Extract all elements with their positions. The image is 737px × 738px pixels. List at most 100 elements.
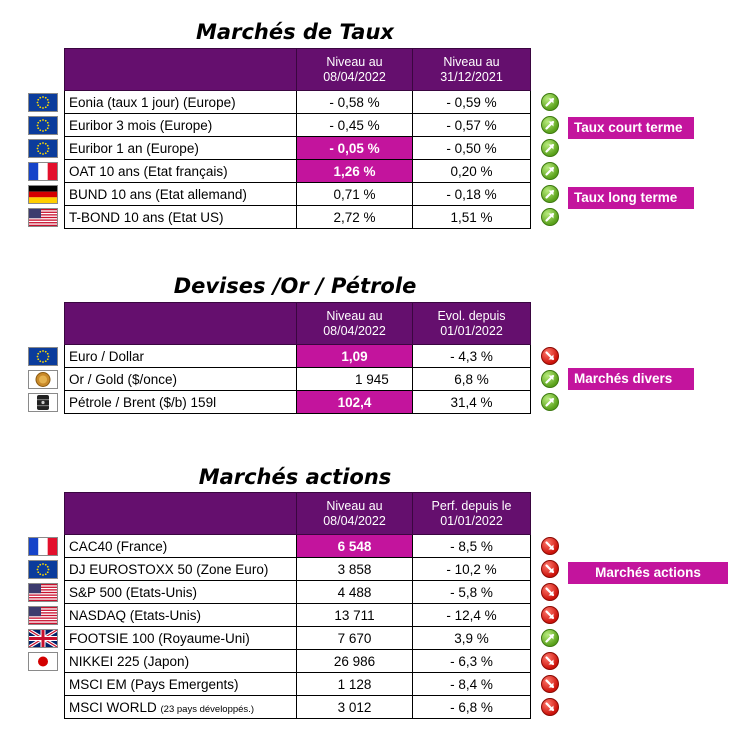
row-name-main: MSCI WORLD (69, 699, 157, 715)
row-value-2: - 4,3 % (412, 344, 531, 368)
arrow-down-icon (541, 652, 559, 670)
row-value-1: 2,72 % (296, 205, 413, 229)
row-name: DJ EUROSTOXX 50 (Zone Euro) (64, 557, 297, 581)
row-value-1: 1 945 (296, 367, 413, 391)
row-value-2: - 8,4 % (412, 672, 531, 696)
arrow-down-icon (541, 560, 559, 578)
usa-flag-icon (28, 207, 58, 227)
table-row: FOOTSIE 100 (Royaume-Uni) 7 670 3,9 % (64, 626, 531, 650)
row-value-2: - 5,8 % (412, 580, 531, 604)
eu-flag-icon (28, 346, 58, 366)
row-name: Or / Gold ($/once) (64, 367, 297, 391)
taux-title: Marchés de Taux (196, 20, 394, 44)
table-row: Euribor 3 mois (Europe) - 0,45 % - 0,57 % (64, 113, 531, 137)
devises-header-col2: Niveau au 08/04/2022 (296, 302, 413, 345)
row-value-1: 1,09 (296, 344, 413, 368)
row-name: CAC40 (France) (64, 534, 297, 558)
arrow-down-icon (541, 537, 559, 555)
devises-table: Niveau au 08/04/2022 Evol. depuis 01/01/… (64, 302, 531, 414)
tag-marches-divers: Marchés divers (568, 368, 694, 390)
row-value-1: 1,26 % (296, 159, 413, 183)
tag-taux-court-terme: Taux court terme (568, 117, 694, 139)
row-value-2: 1,51 % (412, 205, 531, 229)
usa-flag-icon (28, 582, 58, 602)
actions-header-col3: Perf. depuis le 01/01/2022 (412, 492, 531, 535)
row-value-2: - 0,59 % (412, 90, 531, 114)
table-row: OAT 10 ans (Etat français) 1,26 % 0,20 % (64, 159, 531, 183)
row-value-2: 31,4 % (412, 390, 531, 414)
table-row: MSCI WORLD (23 pays développés.) 3 012- 6… (64, 695, 531, 719)
row-value-2: - 0,50 % (412, 136, 531, 160)
eu-flag-icon (28, 138, 58, 158)
row-value-1: 1 128 (296, 672, 413, 696)
arrow-up-icon (541, 162, 559, 180)
arrow-down-icon (541, 347, 559, 365)
actions-table: Niveau au 08/04/2022 Perf. depuis le 01/… (64, 492, 531, 719)
row-value-2: 3,9 % (412, 626, 531, 650)
row-name: Eonia (taux 1 jour) (Europe) (64, 90, 297, 114)
france-flag-icon (28, 536, 58, 556)
arrow-down-icon (541, 606, 559, 624)
gold-coin-icon (28, 369, 58, 389)
row-name: NIKKEI 225 (Japon) (64, 649, 297, 673)
row-value-2: - 12,4 % (412, 603, 531, 627)
arrow-up-icon (541, 393, 559, 411)
row-name: FOOTSIE 100 (Royaume-Uni) (64, 626, 297, 650)
row-value-2: - 6,3 % (412, 649, 531, 673)
arrow-down-icon (541, 583, 559, 601)
row-value-1: 102,4 (296, 390, 413, 414)
france-flag-icon (28, 161, 58, 181)
row-name: Euro / Dollar (64, 344, 297, 368)
oil-barrel-icon (28, 392, 58, 412)
row-name-small: (23 pays développés.) (160, 703, 254, 715)
eu-flag-icon (28, 559, 58, 579)
table-row: NASDAQ (Etats-Unis) 13 711- 12,4 % (64, 603, 531, 627)
row-name: S&P 500 (Etats-Unis) (64, 580, 297, 604)
actions-header-col2: Niveau au 08/04/2022 (296, 492, 413, 535)
arrow-up-icon (541, 370, 559, 388)
eu-flag-icon (28, 115, 58, 135)
row-value-2: - 6,8 % (412, 695, 531, 719)
table-row: CAC40 (France) 6 548- 8,5 % (64, 534, 531, 558)
row-name: OAT 10 ans (Etat français) (64, 159, 297, 183)
row-value-1: - 0,45 % (296, 113, 413, 137)
row-value-1: 0,71 % (296, 182, 413, 206)
arrow-up-icon (541, 116, 559, 134)
row-value-2: 6,8 % (412, 367, 531, 391)
row-value-1: 13 711 (296, 603, 413, 627)
taux-header-blank (64, 48, 297, 91)
arrow-down-icon (541, 698, 559, 716)
row-value-2: - 10,2 % (412, 557, 531, 581)
arrow-up-icon (541, 185, 559, 203)
japan-flag-icon (28, 651, 58, 671)
row-name: MSCI EM (Pays Emergents) (64, 672, 297, 696)
actions-header-blank (64, 492, 297, 535)
row-value-1: 7 670 (296, 626, 413, 650)
devises-header-blank (64, 302, 297, 345)
table-row: Or / Gold ($/once) 1 945 6,8 % (64, 367, 531, 391)
row-name: T-BOND 10 ans (Etat US) (64, 205, 297, 229)
taux-table: Niveau au 08/04/2022 Niveau au 31/12/202… (64, 48, 531, 229)
row-value-1: 26 986 (296, 649, 413, 673)
arrow-up-icon (541, 139, 559, 157)
taux-header-col2: Niveau au 08/04/2022 (296, 48, 413, 91)
tag-marches-actions: Marchés actions (568, 562, 728, 584)
row-value-1: 4 488 (296, 580, 413, 604)
row-name: Pétrole / Brent ($/b) 159l (64, 390, 297, 414)
table-row: S&P 500 (Etats-Unis) 4 488- 5,8 % (64, 580, 531, 604)
row-value-1: - 0,58 % (296, 90, 413, 114)
row-value-1: 6 548 (296, 534, 413, 558)
arrow-down-icon (541, 675, 559, 693)
devises-header-col3: Evol. depuis 01/01/2022 (412, 302, 531, 345)
germany-flag-icon (28, 184, 58, 204)
table-row: Eonia (taux 1 jour) (Europe) - 0,58 % - 0,… (64, 90, 531, 114)
table-row: T-BOND 10 ans (Etat US) 2,72 % 1,51 % (64, 205, 531, 229)
table-row: Euro / Dollar 1,09- 4,3 % (64, 344, 531, 368)
table-row: Euribor 1 an (Europe) - 0,05 % - 0,50 % (64, 136, 531, 160)
row-name: Euribor 3 mois (Europe) (64, 113, 297, 137)
row-value-1: 3 012 (296, 695, 413, 719)
actions-title: Marchés actions (198, 465, 392, 489)
taux-header-col3: Niveau au 31/12/2021 (412, 48, 531, 91)
table-row: DJ EUROSTOXX 50 (Zone Euro) 3 858- 10,2 % (64, 557, 531, 581)
row-name: MSCI WORLD (23 pays développés.) (64, 695, 297, 719)
